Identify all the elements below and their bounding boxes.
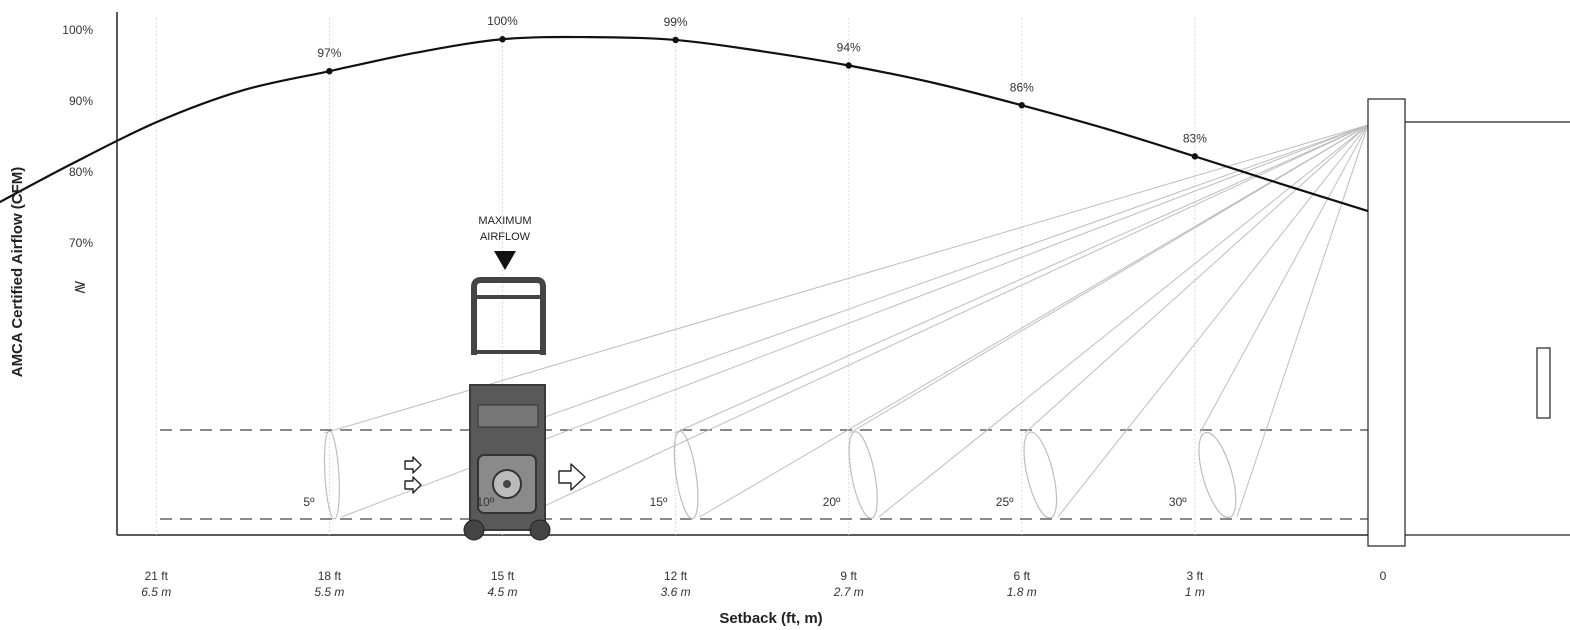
airflow-arrows: [404, 456, 586, 494]
airflow-arrow-large: [558, 463, 586, 491]
angle-label-4: 25º: [996, 495, 1014, 509]
curve-point-0: [326, 67, 333, 75]
axis-break-symbol: ≷: [73, 279, 86, 296]
airflow-arrow-small-1: [404, 456, 422, 474]
curve-point-4: [1018, 102, 1025, 109]
ray-bottom-2: [699, 124, 1369, 518]
point-label-4: 86%: [1010, 80, 1034, 94]
x-axis-title: Setback (ft, m): [719, 610, 822, 627]
x-tick-ft-4: 9 ft: [840, 569, 857, 583]
ray-top-2: [674, 124, 1369, 434]
point-label-1: 100%: [487, 14, 518, 28]
wheel-right: [529, 519, 551, 541]
point-label-2: 99%: [664, 15, 688, 29]
angle-rays: [324, 124, 1369, 518]
x-tick-ft-7: 0: [1380, 569, 1387, 583]
x-tick-ft-0: 21 ft: [145, 569, 169, 583]
curve-points: [326, 36, 1199, 160]
ray-top-1: [499, 124, 1369, 434]
fan-hub: [503, 480, 511, 488]
ray-bottom-5: [1236, 124, 1369, 518]
y-tick-0: 100%: [62, 23, 93, 37]
ray-top-5: [1199, 124, 1369, 434]
x-tick-m-6: 1 m: [1185, 585, 1205, 599]
point-label-5: 83%: [1183, 131, 1207, 145]
curve-point-2: [672, 36, 679, 44]
angle-label-5: 30º: [1169, 495, 1187, 509]
y-tick-labels: 100% 90% 80% 70%: [62, 23, 93, 250]
angle-label-3: 20º: [823, 495, 841, 509]
angle-ellipse-2: [673, 430, 699, 520]
max-airflow-label-line1: MAXIMUM: [478, 215, 531, 227]
cart-handle: [471, 277, 546, 355]
angle-ellipse-5: [1198, 431, 1237, 519]
angle-ellipse-4: [1023, 431, 1058, 519]
ray-top-3: [849, 124, 1369, 434]
fan-cart-illustration: [463, 277, 551, 541]
x-tick-ft-5: 6 ft: [1013, 569, 1030, 583]
point-label-3: 94%: [837, 41, 861, 55]
x-tick-ft-3: 12 ft: [664, 569, 688, 583]
x-tick-m-4: 2.7 m: [833, 585, 864, 599]
point-label-0: 97%: [317, 46, 341, 60]
cart-panel: [477, 404, 539, 428]
angle-label-1: 10º: [477, 495, 495, 509]
curve-point-5: [1191, 153, 1199, 160]
x-tick-m-5: 1.8 m: [1007, 585, 1037, 599]
max-airflow-label-line2: AIRFLOW: [480, 231, 531, 243]
x-tick-ft-1: 18 ft: [318, 569, 342, 583]
angle-ellipses: [323, 430, 1237, 520]
y-tick-2: 80%: [69, 165, 93, 179]
angle-label-2: 15º: [650, 495, 668, 509]
x-tick-labels: 21 ft 6.5 m 18 ft 5.5 m 15 ft 4.5 m 12 ft 3.6 m…: [141, 569, 1386, 599]
y-axis-title: AMCA Certified Airflow (CFM): [9, 167, 26, 378]
x-tick-m-0: 6.5 m: [141, 585, 171, 599]
y-tick-3: 70%: [69, 236, 93, 250]
angle-labels: 5º 10º 15º 20º 25º 30º: [303, 495, 1187, 509]
vertical-gridlines: [155, 18, 1196, 535]
ray-bottom-3: [878, 124, 1369, 518]
wall-column: [1367, 98, 1406, 547]
x-tick-ft-6: 3 ft: [1187, 569, 1204, 583]
angle-ellipse-3: [848, 431, 878, 519]
ray-top-4: [1024, 124, 1369, 434]
x-tick-m-2: 4.5 m: [487, 585, 517, 599]
curve-point-labels: 97% 100% 99% 94% 86% 83%: [317, 14, 1207, 145]
airflow-curve: [0, 35, 1369, 213]
ray-bottom-4: [1057, 124, 1369, 518]
y-tick-1: 90%: [69, 94, 93, 108]
angle-label-0: 5º: [303, 495, 315, 509]
airflow-arrow-small-2: [404, 476, 422, 494]
ray-top-0: [324, 124, 1369, 434]
x-tick-m-3: 3.6 m: [661, 585, 691, 599]
ray-bottom-1: [520, 124, 1369, 518]
x-tick-m-1: 5.5 m: [314, 585, 344, 599]
door-handle: [1536, 347, 1551, 419]
angle-ellipse-0: [323, 430, 340, 520]
max-airflow-marker-icon: [494, 251, 516, 270]
wheel-left: [463, 519, 485, 541]
x-tick-ft-2: 15 ft: [491, 569, 515, 583]
curve-point-3: [845, 62, 852, 69]
curve-point-1: [499, 36, 506, 43]
